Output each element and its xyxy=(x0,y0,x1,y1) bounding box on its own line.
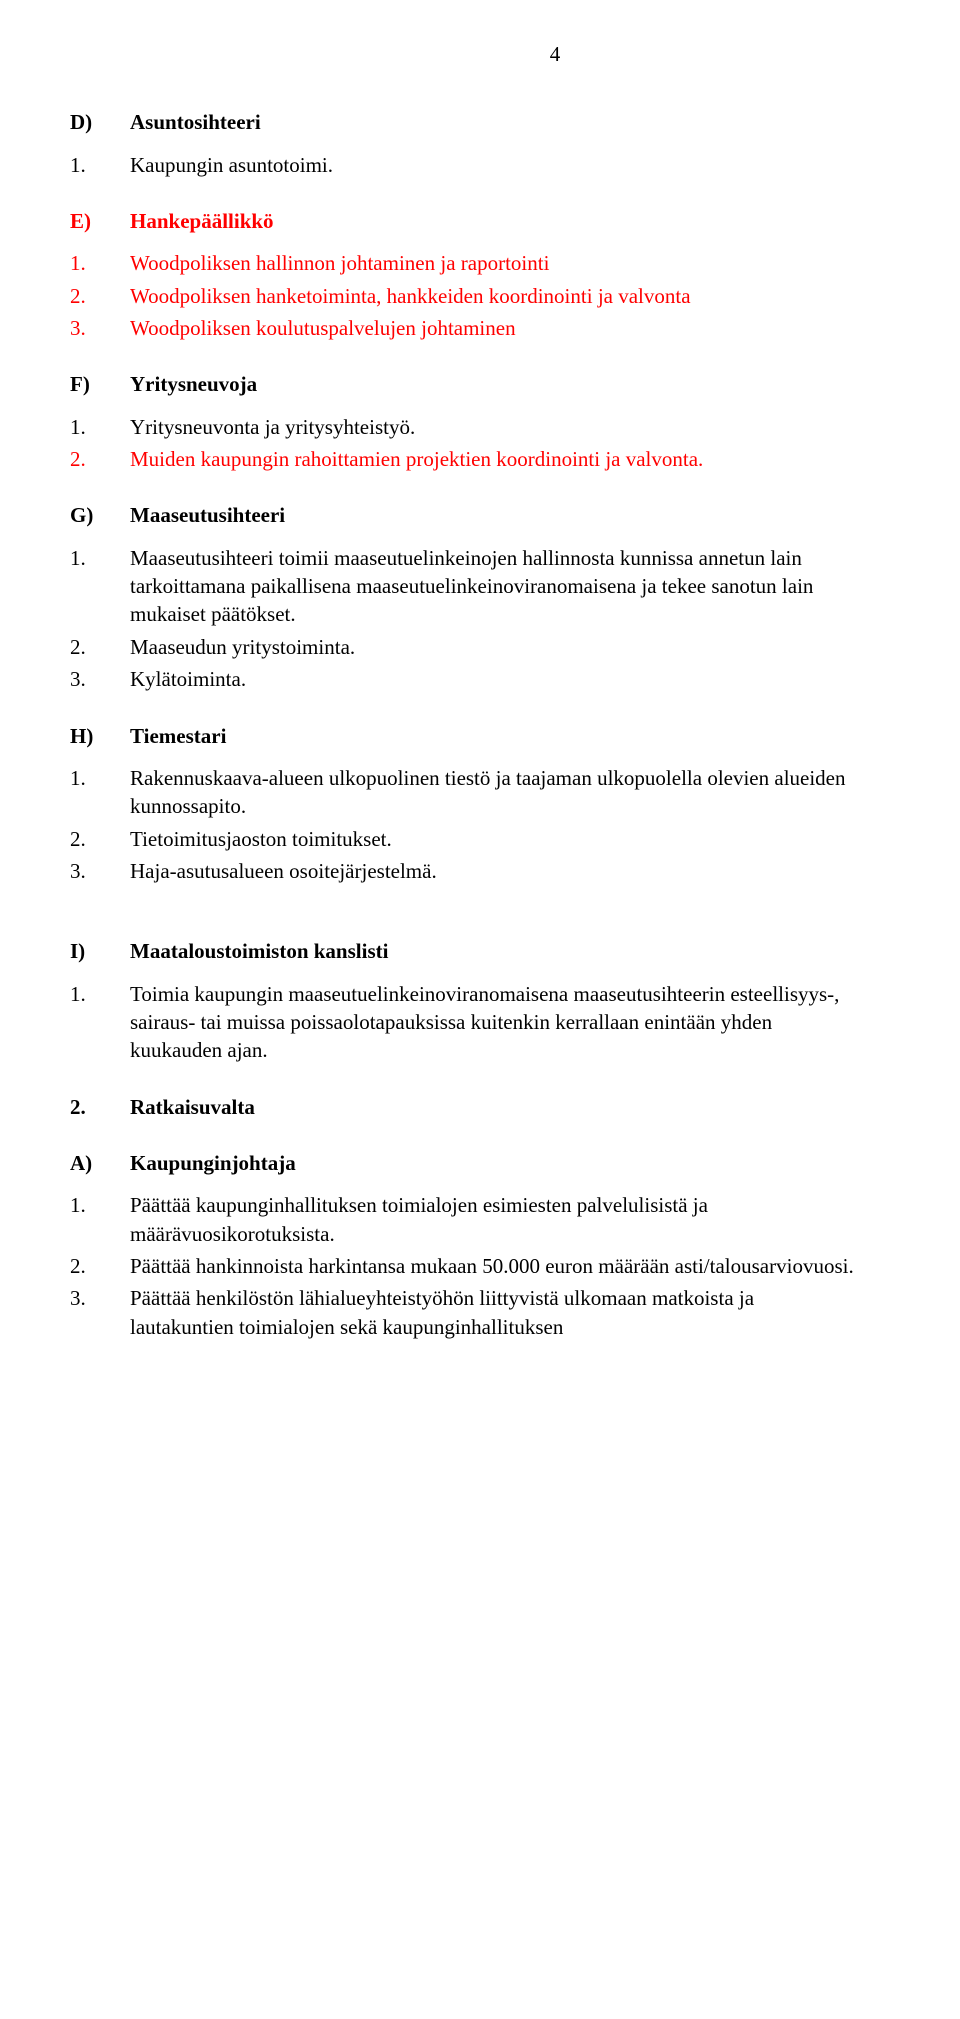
list-item: 1. Toimia kaupungin maaseutuelinkeinovir… xyxy=(70,980,860,1065)
section-title: Maaseutusihteeri xyxy=(130,501,860,529)
item-text: Kaupungin asuntotoimi. xyxy=(130,151,860,179)
section-title: Asuntosihteeri xyxy=(130,108,860,136)
item-number: 1. xyxy=(70,544,130,629)
item-text: Toimia kaupungin maaseutuelinkeinovirano… xyxy=(130,980,860,1065)
item-number: 1. xyxy=(70,151,130,179)
section-letter: I) xyxy=(70,937,130,965)
item-number: 3. xyxy=(70,857,130,885)
section-d-heading: D) Asuntosihteeri xyxy=(70,108,860,136)
section-letter: G) xyxy=(70,501,130,529)
section-title: Kaupunginjohtaja xyxy=(130,1149,860,1177)
list-item: 1. Maaseutusihteeri toimii maaseutuelink… xyxy=(70,544,860,629)
section-title: Maataloustoimiston kanslisti xyxy=(130,937,860,965)
item-number: 2. xyxy=(70,633,130,661)
item-text: Rakennuskaava-alueen ulkopuolinen tiestö… xyxy=(130,764,860,821)
list-item: 1. Päättää kaupunginhallituksen toimialo… xyxy=(70,1191,860,1248)
list-item: 2. Päättää hankinnoista harkintansa muka… xyxy=(70,1252,860,1280)
item-number: 2. xyxy=(70,282,130,310)
section-letter: D) xyxy=(70,108,130,136)
list-item: 2. Muiden kaupungin rahoittamien projekt… xyxy=(70,445,860,473)
list-item: 3. Kylätoiminta. xyxy=(70,665,860,693)
item-text: Kylätoiminta. xyxy=(130,665,860,693)
item-text: Maaseudun yritystoiminta. xyxy=(130,633,860,661)
item-text: Päättää hankinnoista harkintansa mukaan … xyxy=(130,1252,860,1280)
item-text: Yritysneuvonta ja yritysyhteistyö. xyxy=(130,413,860,441)
section-letter: 2. xyxy=(70,1093,130,1121)
section-title: Tiemestari xyxy=(130,722,860,750)
list-item: 1. Rakennuskaava-alueen ulkopuolinen tie… xyxy=(70,764,860,821)
spacer xyxy=(70,889,860,909)
item-number: 1. xyxy=(70,764,130,821)
list-item: 3. Woodpoliksen koulutuspalvelujen johta… xyxy=(70,314,860,342)
item-number: 3. xyxy=(70,1284,130,1341)
section-i-heading: I) Maataloustoimiston kanslisti xyxy=(70,937,860,965)
item-number: 3. xyxy=(70,314,130,342)
item-number: 2. xyxy=(70,445,130,473)
section-letter: H) xyxy=(70,722,130,750)
page-number: 4 xyxy=(250,40,860,68)
section-letter: A) xyxy=(70,1149,130,1177)
section-a-heading: A) Kaupunginjohtaja xyxy=(70,1149,860,1177)
list-item: 1. Kaupungin asuntotoimi. xyxy=(70,151,860,179)
section-2-heading: 2. Ratkaisuvalta xyxy=(70,1093,860,1121)
item-text: Woodpoliksen koulutuspalvelujen johtamin… xyxy=(130,314,860,342)
document-page: 4 D) Asuntosihteeri 1. Kaupungin asuntot… xyxy=(0,0,960,1385)
item-text: Päättää henkilöstön lähialueyhteistyöhön… xyxy=(130,1284,860,1341)
item-number: 1. xyxy=(70,980,130,1065)
item-text: Haja-asutusalueen osoitejärjestelmä. xyxy=(130,857,860,885)
section-title: Hankepäällikkö xyxy=(130,207,860,235)
section-h-heading: H) Tiemestari xyxy=(70,722,860,750)
section-g-heading: G) Maaseutusihteeri xyxy=(70,501,860,529)
section-title: Ratkaisuvalta xyxy=(130,1093,860,1121)
item-number: 2. xyxy=(70,825,130,853)
item-text: Päättää kaupunginhallituksen toimialojen… xyxy=(130,1191,860,1248)
list-item: 1. Yritysneuvonta ja yritysyhteistyö. xyxy=(70,413,860,441)
item-number: 2. xyxy=(70,1252,130,1280)
item-text: Woodpoliksen hallinnon johtaminen ja rap… xyxy=(130,249,860,277)
item-number: 1. xyxy=(70,1191,130,1248)
item-text: Maaseutusihteeri toimii maaseutuelinkein… xyxy=(130,544,860,629)
item-text: Muiden kaupungin rahoittamien projektien… xyxy=(130,445,860,473)
section-letter: E) xyxy=(70,207,130,235)
list-item: 3. Haja-asutusalueen osoitejärjestelmä. xyxy=(70,857,860,885)
list-item: 2. Woodpoliksen hanketoiminta, hankkeide… xyxy=(70,282,860,310)
item-number: 3. xyxy=(70,665,130,693)
item-text: Tietoimitusjaoston toimitukset. xyxy=(130,825,860,853)
list-item: 1. Woodpoliksen hallinnon johtaminen ja … xyxy=(70,249,860,277)
list-item: 2. Maaseudun yritystoiminta. xyxy=(70,633,860,661)
section-e-heading: E) Hankepäällikkö xyxy=(70,207,860,235)
section-title: Yritysneuvoja xyxy=(130,370,860,398)
section-f-heading: F) Yritysneuvoja xyxy=(70,370,860,398)
item-number: 1. xyxy=(70,249,130,277)
section-letter: F) xyxy=(70,370,130,398)
item-number: 1. xyxy=(70,413,130,441)
item-text: Woodpoliksen hanketoiminta, hankkeiden k… xyxy=(130,282,860,310)
list-item: 2. Tietoimitusjaoston toimitukset. xyxy=(70,825,860,853)
list-item: 3. Päättää henkilöstön lähialueyhteistyö… xyxy=(70,1284,860,1341)
